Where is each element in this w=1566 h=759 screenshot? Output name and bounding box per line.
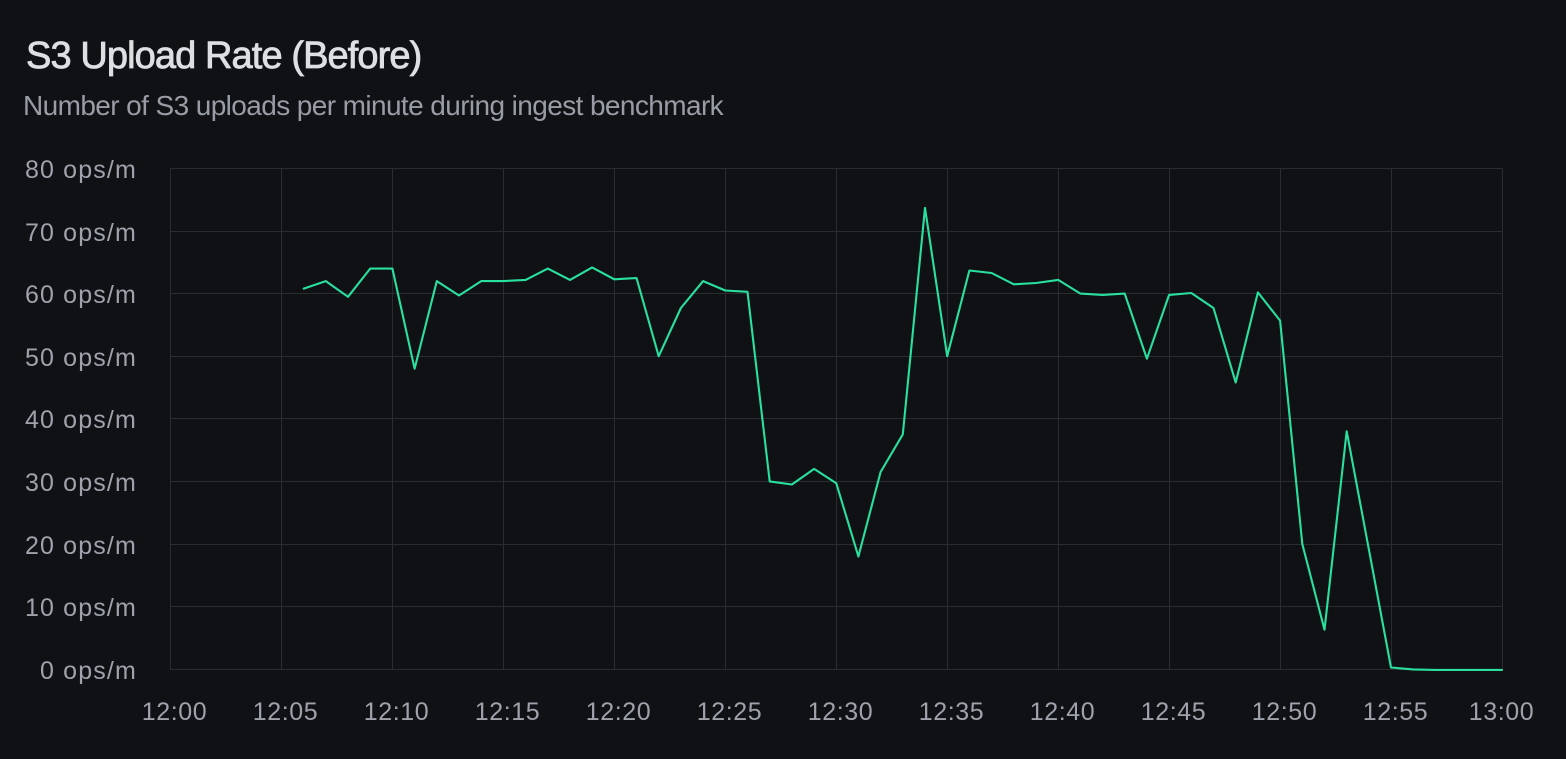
svg-text:12:00: 12:00 (142, 698, 208, 726)
svg-text:13:00: 13:00 (1469, 698, 1535, 726)
svg-text:12:50: 12:50 (1252, 698, 1318, 726)
svg-text:10 ops/m: 10 ops/m (25, 594, 137, 622)
svg-text:12:35: 12:35 (919, 698, 985, 726)
svg-text:S3 Upload Rate (Before): S3 Upload Rate (Before) (26, 35, 421, 77)
svg-text:12:10: 12:10 (364, 698, 430, 726)
svg-text:12:40: 12:40 (1030, 698, 1096, 726)
svg-text:12:05: 12:05 (253, 698, 319, 726)
svg-text:50 ops/m: 50 ops/m (25, 344, 137, 372)
svg-text:80 ops/m: 80 ops/m (25, 156, 137, 184)
svg-text:40 ops/m: 40 ops/m (25, 406, 137, 434)
svg-text:12:25: 12:25 (697, 698, 763, 726)
svg-text:20 ops/m: 20 ops/m (25, 532, 137, 560)
svg-text:60 ops/m: 60 ops/m (25, 281, 137, 309)
svg-text:Number of S3 uploads per minut: Number of S3 uploads per minute during i… (23, 90, 725, 121)
svg-text:12:30: 12:30 (808, 698, 874, 726)
svg-text:12:15: 12:15 (475, 698, 541, 726)
svg-text:12:55: 12:55 (1363, 698, 1429, 726)
svg-text:30 ops/m: 30 ops/m (25, 469, 137, 497)
svg-text:12:45: 12:45 (1141, 698, 1207, 726)
svg-text:70 ops/m: 70 ops/m (25, 219, 137, 247)
svg-text:0 ops/m: 0 ops/m (40, 657, 137, 685)
svg-text:12:20: 12:20 (586, 698, 652, 726)
